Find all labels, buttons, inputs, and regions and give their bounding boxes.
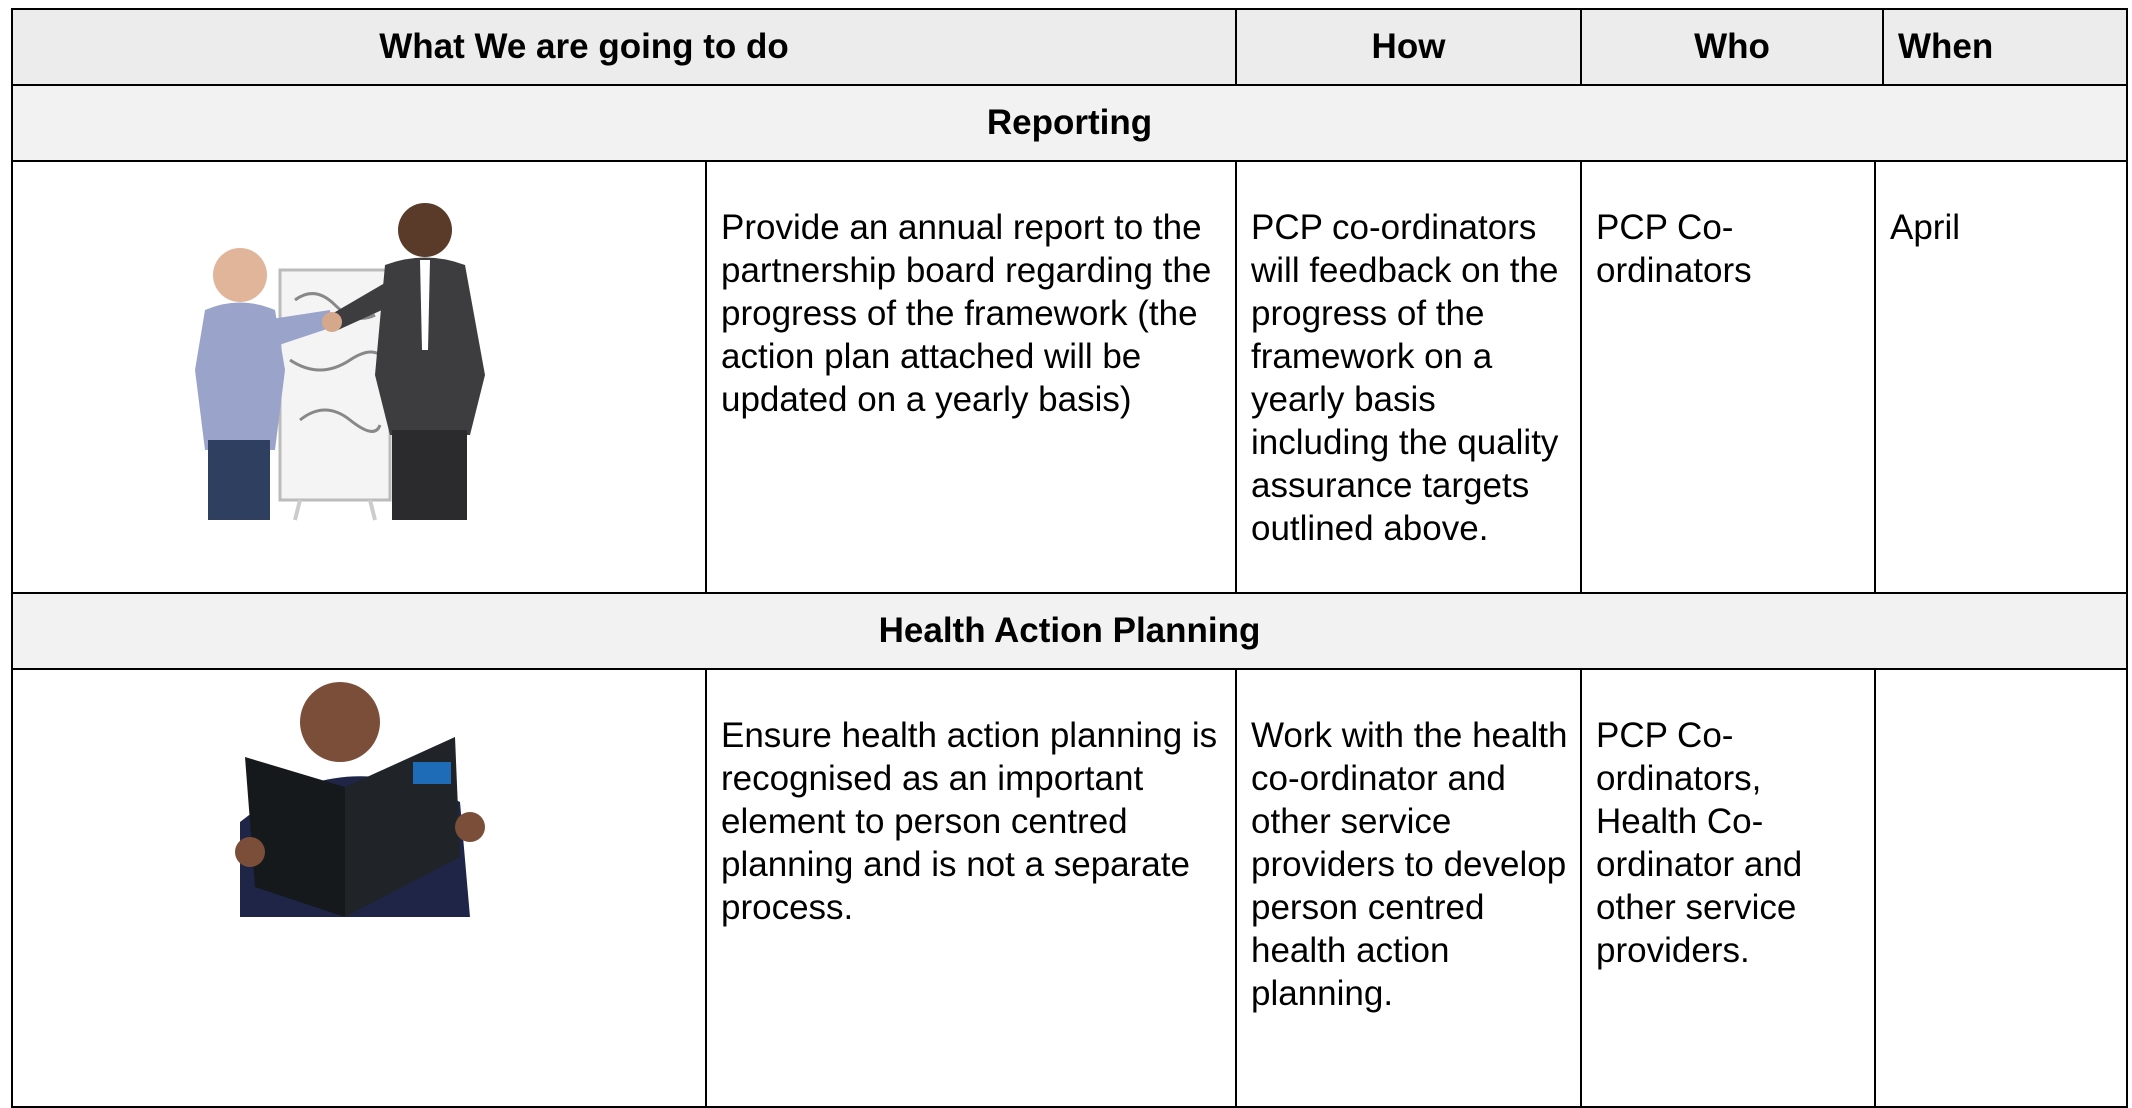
section-title: Reporting [11, 84, 2128, 162]
header-cell: What We are going to do [11, 8, 1237, 86]
body-cell: Ensure health action planning is recogni… [705, 668, 1237, 1108]
header-cell: Who [1580, 8, 1884, 86]
body-cell: April [1874, 160, 2128, 594]
section-title: Health Action Planning [11, 592, 2128, 670]
body-cell: Provide an annual report to the partners… [705, 160, 1237, 594]
header-cell: When [1882, 8, 2128, 86]
header-cell: How [1235, 8, 1582, 86]
body-cell: PCP co-ordinators will feedback on the p… [1235, 160, 1582, 594]
body-cell: Work with the health co-ordinator and ot… [1235, 668, 1582, 1108]
body-cell: PCP Co-ordinators, Health Co-ordinator a… [1580, 668, 1876, 1108]
handshake-picture [195, 203, 485, 521]
reading-picture [235, 682, 485, 917]
body-cell [1874, 668, 2128, 1108]
body-cell: PCP Co-ordinators [1580, 160, 1876, 594]
